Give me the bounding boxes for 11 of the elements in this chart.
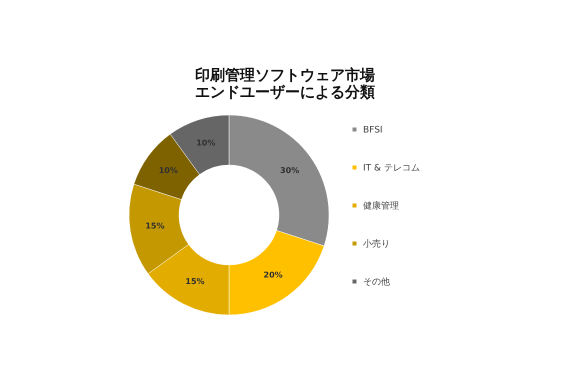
legend-label: BFSI [363, 126, 383, 136]
legend-label: 小売り [363, 238, 390, 250]
data-label: 20% [264, 270, 283, 280]
legend-label: IT & テレコム [363, 164, 420, 174]
data-label: 10% [158, 166, 178, 175]
chart-title: 印刷管理ソフトウェア市場エンドユーザーによる分類 [195, 66, 375, 101]
legend-label: 健康管理 [363, 200, 399, 212]
data-label: 15% [145, 222, 164, 231]
data-label: 15% [185, 276, 205, 286]
legend-label: その他 [363, 276, 390, 288]
data-label: 30% [280, 166, 300, 175]
